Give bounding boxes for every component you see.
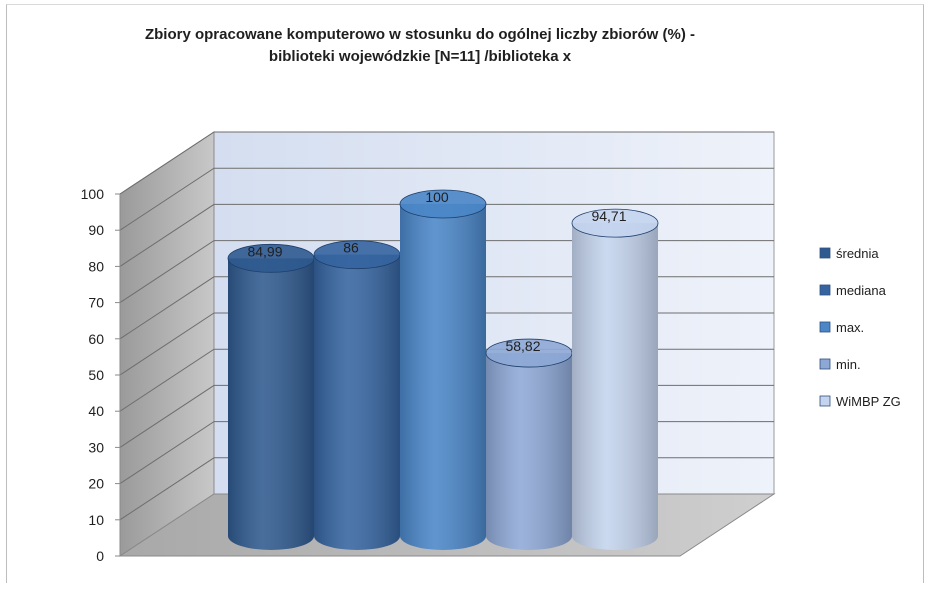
y-tick-label: 100	[81, 186, 105, 202]
y-tick-label: 50	[88, 367, 104, 383]
gridline	[119, 131, 774, 195]
y-tick-label: 0	[96, 548, 104, 564]
chart-title-line-1: Zbiory opracowane komputerowo w stosunku…	[144, 26, 696, 43]
chart-title-line-2: biblioteki wojewódzkie [N=11] /bibliotek…	[268, 48, 572, 65]
y-tick-label: 70	[88, 295, 104, 311]
legend-swatch	[819, 358, 831, 370]
bar-1: 84,99	[227, 243, 315, 550]
y-tick-label: 80	[88, 258, 104, 274]
bar-top	[399, 189, 487, 219]
gridline	[119, 203, 774, 267]
chart-title: Zbiory opracowane komputerowo w stosunku…	[120, 24, 720, 68]
bar-shade	[400, 204, 486, 550]
bar-2: 86	[313, 240, 401, 550]
data-label: 58,82	[505, 338, 540, 354]
chart-frame	[6, 4, 924, 583]
y-tick-label: 10	[88, 512, 104, 528]
data-label: 100	[425, 189, 449, 205]
bar-4: 58,82	[485, 338, 573, 550]
bar-shade	[572, 223, 658, 551]
data-label: 84,99	[247, 243, 282, 259]
bar-3: 100	[399, 189, 487, 550]
legend-swatch	[819, 284, 831, 296]
gridline	[119, 167, 774, 231]
legend-label: max.	[836, 320, 864, 335]
legend-label: średnia	[836, 246, 879, 261]
legend-label: min.	[836, 357, 861, 372]
y-tick-label: 40	[88, 403, 104, 419]
y-tick-label: 20	[88, 476, 104, 492]
data-label: 86	[343, 240, 359, 256]
y-tick-label: 30	[88, 439, 104, 455]
bar-shade	[486, 353, 572, 550]
legend-label: WiMBP ZG	[836, 394, 901, 409]
legend-label: mediana	[836, 283, 887, 298]
legend-swatch	[819, 395, 831, 407]
bar-5: 94,71	[571, 208, 659, 551]
bar-top	[571, 208, 659, 238]
legend-swatch	[819, 321, 831, 333]
bar-shade	[314, 254, 400, 550]
legend-swatch	[819, 247, 831, 259]
y-tick-label: 60	[88, 331, 104, 347]
bar-shade	[228, 258, 314, 550]
y-tick-label: 90	[88, 222, 104, 238]
data-label: 94,71	[591, 208, 626, 224]
